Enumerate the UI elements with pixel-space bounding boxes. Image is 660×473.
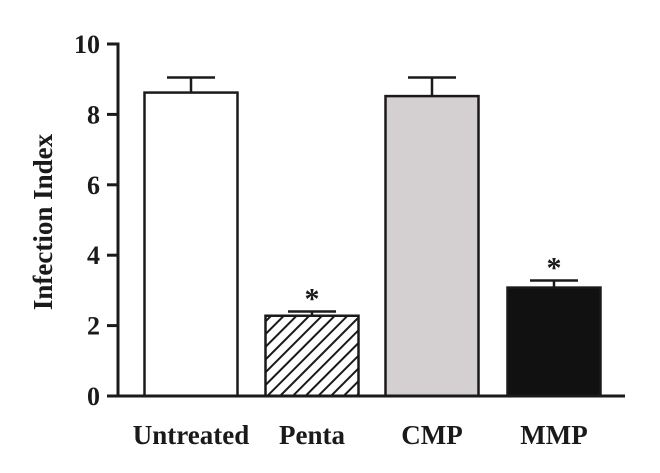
category-label-untreated: Untreated [133, 420, 249, 450]
bar-penta [264, 314, 360, 398]
error-bars [167, 76, 578, 316]
significance-marker: * [305, 283, 320, 316]
category-label-mmp: MMP [520, 420, 587, 450]
bar-cmp [384, 94, 480, 398]
category-label-cmp: CMP [401, 420, 462, 450]
y-axis-ticks: 0 2 4 6 8 10 [74, 30, 118, 411]
bar-untreated [143, 91, 239, 398]
bar-mmp [506, 286, 602, 398]
bars [143, 91, 602, 398]
significance-marker: * [547, 252, 562, 285]
category-label-penta: Penta [279, 420, 345, 450]
y-tick-label: 4 [87, 241, 100, 270]
y-axis-title: Infection Index [28, 133, 58, 310]
significance-markers: ** [305, 252, 562, 316]
y-tick-label: 8 [87, 100, 100, 129]
y-tick-label: 2 [87, 312, 100, 341]
y-tick-label: 6 [87, 171, 100, 200]
y-tick-label: 0 [87, 382, 100, 411]
x-axis-category-labels: Untreated Penta CMP MMP [133, 420, 588, 450]
y-tick-label: 10 [74, 30, 100, 59]
